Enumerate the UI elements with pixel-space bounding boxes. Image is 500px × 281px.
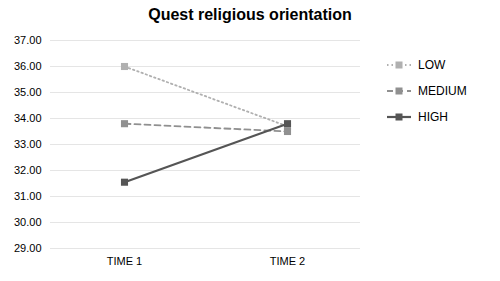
html-text:LOW: LOW [418,58,446,72]
svg-text:30.00: 30.00 [14,216,42,228]
svg-text:32.00: 32.00 [14,164,42,176]
html-text:HIGH: HIGH [418,110,448,124]
html-text:MEDIUM: MEDIUM [418,84,467,98]
svg-text:TIME 1: TIME 1 [107,255,142,267]
svg-text:TIME 2: TIME 2 [270,255,305,267]
svg-text:31.00: 31.00 [14,190,42,202]
svg-text:35.00: 35.00 [14,86,42,98]
svg-text:36.00: 36.00 [14,60,42,72]
svg-text:33.00: 33.00 [14,138,42,150]
html-text:Quest religious orientation: Quest religious orientation [148,6,352,23]
svg-text:34.00: 34.00 [14,112,42,124]
svg-text:37.00: 37.00 [14,34,42,46]
svg-text:29.00: 29.00 [14,242,42,254]
